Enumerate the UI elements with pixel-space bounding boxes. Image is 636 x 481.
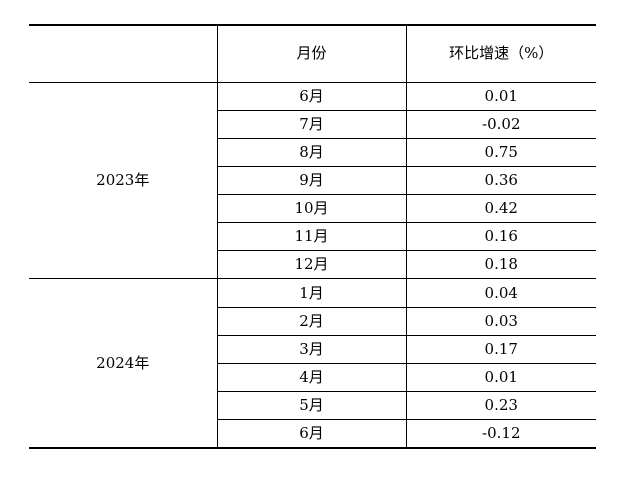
value-cell: -0.02: [405, 110, 596, 139]
table-body: 2023年 6月 0.01 7月 -0.02 8月 0.75 9月 0.36 1…: [29, 82, 596, 449]
year-cell: 2023年: [29, 82, 217, 280]
month-cell: 10月: [216, 194, 406, 224]
month-cell: 7月: [216, 110, 406, 139]
header-year: [29, 24, 217, 83]
table-row: 12月 0.18: [29, 250, 596, 280]
month-cell: 2月: [216, 307, 406, 336]
value-cell: 0.42: [405, 194, 596, 224]
header-row: 月份 环比增速（%）: [29, 24, 596, 83]
table-row: 9月 0.36: [29, 166, 596, 196]
value-cell: 0.01: [405, 82, 596, 111]
table-header: 月份 环比增速（%）: [29, 24, 596, 83]
table-row: 2024年 1月 0.04: [29, 278, 596, 449]
table-row: 5月 0.23: [29, 391, 596, 421]
month-cell: 11月: [216, 222, 406, 252]
table-row: 8月 0.75: [29, 138, 596, 167]
table-row: 6月 -0.12: [29, 419, 596, 449]
month-cell: 9月: [216, 166, 406, 196]
table-row: 2023年 6月 0.01: [29, 82, 596, 280]
value-cell: 0.16: [405, 222, 596, 252]
value-cell: -0.12: [405, 419, 596, 449]
month-cell: 5月: [216, 391, 406, 421]
header-growth-rate: 环比增速（%）: [405, 24, 596, 83]
value-cell: 0.04: [405, 278, 596, 308]
table-row: 7月 -0.02: [29, 110, 596, 139]
table-row: 3月 0.17: [29, 335, 596, 364]
month-cell: 6月: [216, 419, 406, 449]
table-row: 2月 0.03: [29, 307, 596, 336]
month-cell: 8月: [216, 138, 406, 167]
month-cell: 12月: [216, 250, 406, 280]
data-table: 月份 环比增速（%） 2023年 6月 0.01 7月 -0.02 8月 0.7…: [29, 24, 596, 449]
month-cell: 3月: [216, 335, 406, 364]
value-cell: 0.17: [405, 335, 596, 364]
table-row: 10月 0.42: [29, 194, 596, 224]
header-month: 月份: [216, 24, 406, 83]
month-cell: 1月: [216, 278, 406, 308]
value-cell: 0.03: [405, 307, 596, 336]
value-cell: 0.18: [405, 250, 596, 280]
table-row: 11月 0.16: [29, 222, 596, 252]
value-cell: 0.23: [405, 391, 596, 421]
value-cell: 0.01: [405, 363, 596, 393]
year-cell: 2024年: [29, 278, 217, 449]
table-row: 4月 0.01: [29, 363, 596, 393]
value-cell: 0.36: [405, 166, 596, 196]
value-cell: 0.75: [405, 138, 596, 167]
month-cell: 4月: [216, 363, 406, 393]
month-cell: 6月: [216, 82, 406, 111]
